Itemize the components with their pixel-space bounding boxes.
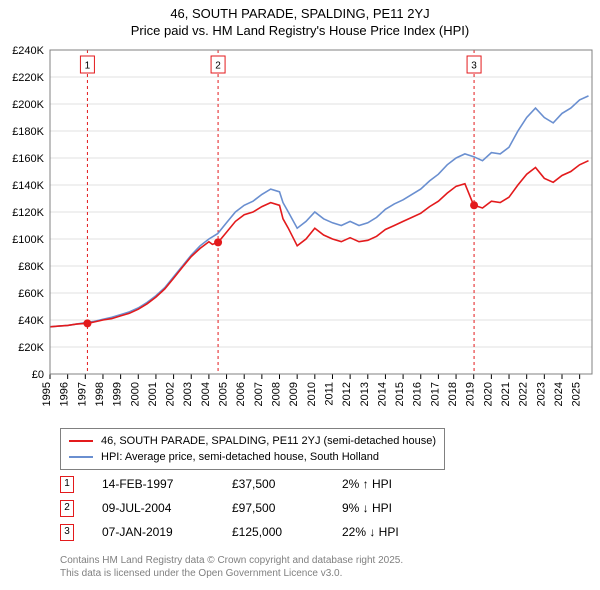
legend-label: HPI: Average price, semi-detached house,… [101,451,379,463]
svg-text:£200K: £200K [12,99,44,111]
svg-text:£100K: £100K [12,234,44,246]
event-row: 3 07-JAN-2019£125,00022% ↓ HPI [60,520,399,544]
svg-text:2013: 2013 [359,382,371,406]
svg-text:2022: 2022 [518,382,530,406]
footer-line2: This data is licensed under the Open Gov… [60,567,403,580]
footer-attribution: Contains HM Land Registry data © Crown c… [60,554,403,580]
event-marker-box: 3 [60,524,74,541]
chart-area: £0 £20K £40K £60K £80K £100K £120K £140K £160K £1… [0,44,600,422]
svg-text:£160K: £160K [12,153,44,165]
svg-text:2018: 2018 [447,382,459,406]
svg-text:2004: 2004 [200,382,212,406]
chart-title-line2: Price paid vs. HM Land Registry's House … [0,21,600,38]
chart-title-line1: 46, SOUTH PARADE, SPALDING, PE11 2YJ [0,0,600,21]
svg-text:2: 2 [215,61,221,72]
event-price: £125,000 [232,525,342,539]
svg-text:2012: 2012 [341,382,353,406]
svg-text:£0: £0 [32,369,44,381]
svg-text:2003: 2003 [182,382,194,406]
svg-text:£20K: £20K [18,342,44,354]
event-date: 07-JAN-2019 [102,525,232,539]
legend-box: 46, SOUTH PARADE, SPALDING, PE11 2YJ (se… [60,428,445,470]
svg-text:2007: 2007 [253,382,265,406]
svg-text:2020: 2020 [482,382,494,406]
svg-text:£120K: £120K [12,207,44,219]
event-hpi-delta: 9% ↓ HPI [342,501,392,515]
legend-label: 46, SOUTH PARADE, SPALDING, PE11 2YJ (se… [101,435,436,447]
svg-text:1998: 1998 [94,382,106,406]
svg-text:2009: 2009 [288,382,300,406]
svg-text:2016: 2016 [412,382,424,406]
svg-text:2021: 2021 [500,382,512,406]
svg-text:£40K: £40K [18,315,44,327]
event-hpi-delta: 22% ↓ HPI [342,525,399,539]
svg-text:£180K: £180K [12,126,44,138]
event-price: £37,500 [232,477,342,491]
event-row: 1 14-FEB-1997£37,5002% ↑ HPI [60,472,399,496]
svg-text:1997: 1997 [76,382,88,406]
svg-text:2002: 2002 [165,382,177,406]
svg-text:£240K: £240K [12,45,44,57]
svg-text:2008: 2008 [271,382,283,406]
legend-swatch [69,456,93,458]
svg-text:£220K: £220K [12,72,44,84]
svg-text:2017: 2017 [429,382,441,406]
svg-text:2019: 2019 [465,382,477,406]
event-row: 2 09-JUL-2004£97,5009% ↓ HPI [60,496,399,520]
event-hpi-delta: 2% ↑ HPI [342,477,392,491]
svg-text:£140K: £140K [12,180,44,192]
events-table: 1 14-FEB-1997£37,5002% ↑ HPI 2 09-JUL-2004£… [60,472,399,544]
event-date: 14-FEB-1997 [102,477,232,491]
svg-text:2001: 2001 [147,382,159,406]
svg-text:2006: 2006 [235,382,247,406]
svg-text:£60K: £60K [18,288,44,300]
line-chart-svg: £0 £20K £40K £60K £80K £100K £120K £140K £160K £1… [0,44,600,422]
legend-swatch [69,440,93,442]
svg-text:1996: 1996 [59,382,71,406]
svg-text:£80K: £80K [18,261,44,273]
svg-text:1995: 1995 [41,382,53,406]
svg-text:2024: 2024 [553,382,565,406]
event-date: 09-JUL-2004 [102,501,232,515]
svg-text:2023: 2023 [535,382,547,406]
event-marker-box: 2 [60,500,74,517]
svg-text:2010: 2010 [306,382,318,406]
svg-text:2005: 2005 [218,382,230,406]
svg-text:2015: 2015 [394,382,406,406]
svg-text:2000: 2000 [129,382,141,406]
legend-row: HPI: Average price, semi-detached house,… [69,449,436,465]
svg-text:1999: 1999 [112,382,124,406]
svg-text:2014: 2014 [376,382,388,406]
svg-text:2025: 2025 [571,382,583,406]
svg-text:2011: 2011 [323,382,335,406]
svg-text:1: 1 [85,61,91,72]
svg-text:3: 3 [471,61,477,72]
event-price: £97,500 [232,501,342,515]
footer-line1: Contains HM Land Registry data © Crown c… [60,554,403,567]
event-marker-box: 1 [60,476,74,493]
legend-row: 46, SOUTH PARADE, SPALDING, PE11 2YJ (se… [69,433,436,449]
